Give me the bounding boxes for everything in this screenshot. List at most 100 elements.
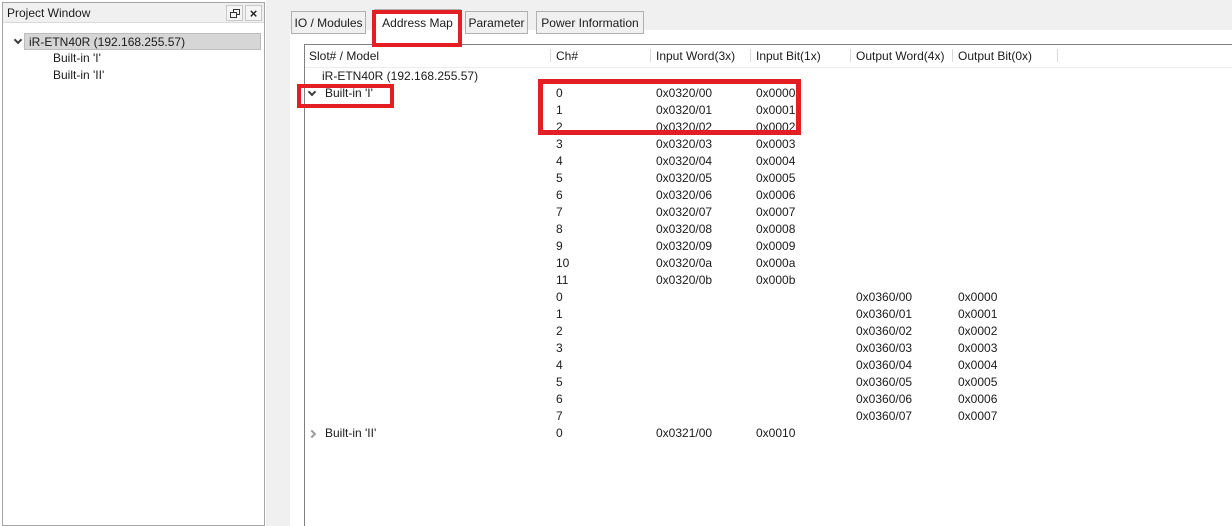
address-map-table: Slot# / Model Ch# Input Word(3x) Input Bit(… [304,44,1232,526]
slot-model-label: Built-in 'II' [325,426,377,440]
slot-model-cell [305,102,551,119]
table-row[interactable]: 7 0x0320/07 0x0007 [305,204,1232,221]
output-word-cell [851,204,953,221]
filler-cell [1058,306,1232,323]
filler-cell [1058,187,1232,204]
input-word-cell: 0x0320/0a [656,256,713,270]
column-header-slot-model[interactable]: Slot# / Model [305,45,551,67]
filler-cell [1058,221,1232,238]
table-row[interactable]: 2 0x0360/02 0x0002 [305,323,1232,340]
output-word-cell [851,136,953,153]
output-word-cell: 0x0360/07 [856,409,913,423]
close-icon[interactable]: × [245,5,262,21]
output-word-cell [851,187,953,204]
table-row[interactable]: 9 0x0320/09 0x0009 [305,238,1232,255]
output-bit-cell [953,153,1058,170]
column-header-input-bit-1x[interactable]: Input Bit(1x) [751,45,851,67]
ch-cell: 0 [556,86,563,100]
table-row[interactable]: 2 0x0320/02 0x0002 [305,119,1232,136]
table-row[interactable]: 5 0x0320/05 0x0005 [305,170,1232,187]
float-window-icon[interactable] [226,5,243,21]
table-body: iR-ETN40R (192.168.255.57) Built-in 'I' 0 0… [305,68,1232,442]
input-bit-cell: 0x0001 [756,103,796,117]
input-bit-cell [751,289,851,306]
titlebar-buttons: × [226,5,262,21]
slot-model-cell [305,255,551,272]
float-window-glyph [229,8,240,18]
panel-gutter[interactable] [266,0,290,526]
table-row[interactable]: Built-in 'I' 0 0x0320/00 0x0000 [305,85,1232,102]
input-bit-cell [751,357,851,374]
tree-root-row: iR-ETN40R (192.168.255.57) [3,33,264,50]
slot-model-cell [305,374,551,391]
tree-node-built-in-i[interactable]: Built-in 'I' [53,51,101,65]
output-bit-cell: 0x0000 [958,290,998,304]
column-header-input-word-3x[interactable]: Input Word(3x) [651,45,751,67]
column-header-output-word-4x[interactable]: Output Word(4x) [851,45,953,67]
input-word-cell [651,289,751,306]
table-row[interactable]: 7 0x0360/07 0x0007 [305,408,1232,425]
ch-cell: 1 [556,103,563,117]
table-row[interactable]: Built-in 'II' 0 0x0321/00 0x0010 [305,425,1232,442]
table-row[interactable]: 3 0x0320/03 0x0003 [305,136,1232,153]
table-row[interactable]: iR-ETN40R (192.168.255.57) [305,68,1232,85]
input-word-cell: 0x0320/07 [656,205,713,219]
filler-cell [1058,323,1232,340]
chevron-right-icon[interactable] [307,429,317,438]
filler-cell [1058,153,1232,170]
slot-model-label: iR-ETN40R (192.168.255.57) [322,69,479,83]
tab-power-information[interactable]: Power Information [536,11,644,34]
table-row[interactable]: 0 0x0360/00 0x0000 [305,289,1232,306]
filler-cell [1058,85,1232,102]
table-row[interactable]: 6 0x0360/06 0x0006 [305,391,1232,408]
table-row[interactable]: 3 0x0360/03 0x0003 [305,340,1232,357]
input-word-cell [651,391,751,408]
table-row[interactable]: 11 0x0320/0b 0x000b [305,272,1232,289]
filler-cell [1058,238,1232,255]
ch-cell: 1 [556,307,563,321]
table-row[interactable]: 10 0x0320/0a 0x000a [305,255,1232,272]
input-bit-cell [751,374,851,391]
output-bit-cell: 0x0004 [958,358,998,372]
input-word-cell: 0x0320/02 [656,120,713,134]
table-row[interactable]: 1 0x0320/01 0x0001 [305,102,1232,119]
output-word-cell [851,425,953,442]
column-header-ch[interactable]: Ch# [551,45,651,67]
tab-io-modules[interactable]: IO / Modules [291,11,366,34]
ch-cell: 4 [556,154,563,168]
input-bit-cell: 0x0005 [756,171,796,185]
table-row[interactable]: 8 0x0320/08 0x0008 [305,221,1232,238]
input-word-cell [651,357,751,374]
filler-cell [1058,289,1232,306]
tree-node-built-in-ii[interactable]: Built-in 'II' [53,68,105,82]
table-row[interactable]: 4 0x0320/04 0x0004 [305,153,1232,170]
input-bit-cell: 0x0009 [756,239,796,253]
slot-model-cell [305,187,551,204]
filler-cell [1058,425,1232,442]
output-bit-cell [953,221,1058,238]
tab-address-map[interactable]: Address Map [374,9,461,37]
input-word-cell [651,323,751,340]
chevron-down-icon[interactable] [307,87,317,97]
column-header-output-bit-0x[interactable]: Output Bit(0x) [953,45,1058,67]
input-bit-cell [751,323,851,340]
output-word-cell [851,255,953,272]
input-bit-cell [751,340,851,357]
table-row[interactable]: 1 0x0360/01 0x0001 [305,306,1232,323]
filler-cell [1058,102,1232,119]
table-row[interactable]: 5 0x0360/05 0x0005 [305,374,1232,391]
output-bit-cell: 0x0006 [958,392,998,406]
table-row[interactable]: 6 0x0320/06 0x0006 [305,187,1232,204]
tree-root-node[interactable]: iR-ETN40R (192.168.255.57) [24,33,261,50]
project-window-panel: Project Window × iR-ETN40R (192.168.255.… [2,2,265,526]
input-word-cell: 0x0320/01 [656,103,713,117]
slot-model-label: Built-in 'I' [325,86,373,100]
output-word-cell: 0x0360/06 [856,392,913,406]
filler-cell [1058,204,1232,221]
input-bit-cell [751,391,851,408]
input-bit-cell: 0x0004 [756,154,796,168]
chevron-down-icon[interactable] [13,35,23,45]
tab-parameter[interactable]: Parameter [465,11,528,34]
slot-model-cell [305,323,551,340]
table-row[interactable]: 4 0x0360/04 0x0004 [305,357,1232,374]
